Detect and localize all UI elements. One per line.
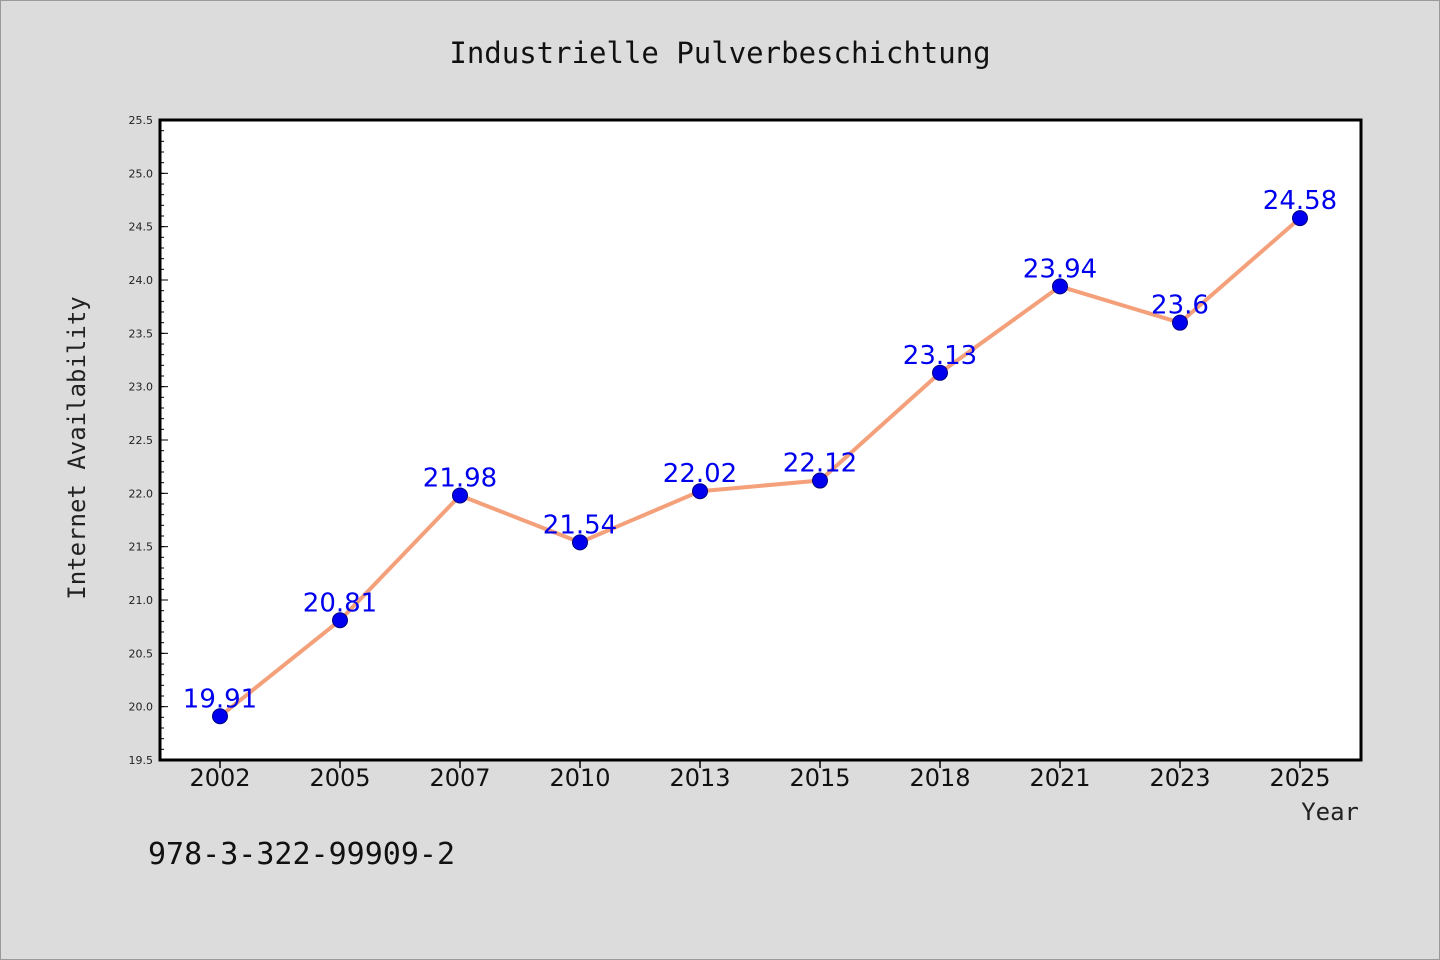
data-label: 22.12: [783, 449, 857, 479]
data-label: 23.94: [1023, 254, 1097, 284]
series-line: [218, 216, 1302, 718]
chart-title: Industrielle Pulverbeschichtung: [449, 36, 990, 70]
series-layer: [212, 210, 1308, 725]
x-tick-label: 2010: [549, 764, 610, 792]
data-point: [332, 612, 348, 629]
y-tick-label: 22.0: [129, 487, 154, 500]
data-labels: 19.91 20.81 21.98 21.54 22.02 22.12 23.13 23.94…: [183, 186, 1337, 714]
x-axis-label: Year: [1301, 798, 1359, 826]
x-tick-label: 2013: [669, 764, 730, 792]
y-tick-label: 20.0: [129, 701, 154, 714]
footer-isbn: 978-3-322-99909-2: [148, 837, 455, 872]
y-tick-label: 21.5: [129, 541, 154, 554]
y-tick-label: 23.0: [129, 381, 154, 394]
x-tick-label: 2023: [1149, 764, 1210, 792]
y-tick-label: 24.5: [129, 221, 154, 234]
data-point: [812, 472, 828, 489]
x-tick-label: 2002: [189, 764, 250, 792]
data-label: 23.6: [1151, 291, 1209, 321]
data-point: [1172, 314, 1188, 331]
y-axis-label: Internet Availability: [63, 296, 91, 599]
data-point: [212, 708, 228, 725]
x-tick-label: 2007: [429, 764, 490, 792]
x-tick-label: 2021: [1029, 764, 1090, 792]
y-tick-label: 19.5: [129, 754, 154, 767]
y-tick-label: 25.0: [129, 167, 154, 180]
plot-area: [158, 118, 1363, 762]
y-tick-label: 20.5: [129, 647, 154, 660]
y-axis-ticks: 19.5 20.0 20.5 21.0 21.5 22.0 22.5 23.0 23.5 24.0…: [129, 114, 168, 767]
data-point: [1052, 278, 1068, 295]
y-tick-label: 23.5: [129, 327, 154, 340]
data-point: [932, 364, 948, 381]
data-label: 21.98: [423, 463, 497, 493]
data-point: [692, 483, 708, 500]
data-label: 22.02: [663, 459, 737, 489]
data-point: [1292, 210, 1308, 227]
data-label: 19.91: [183, 684, 257, 714]
data-point: [572, 534, 588, 551]
data-label: 20.81: [303, 588, 377, 618]
y-tick-label: 25.5: [129, 114, 154, 127]
y-tick-label: 24.0: [129, 274, 154, 287]
x-tick-label: 2025: [1269, 764, 1330, 792]
x-tick-label: 2015: [789, 764, 850, 792]
x-tick-label: 2018: [909, 764, 970, 792]
data-label: 24.58: [1263, 186, 1337, 216]
data-label: 21.54: [543, 510, 617, 540]
y-tick-label: 21.0: [129, 594, 154, 607]
y-tick-label: 22.5: [129, 434, 154, 447]
data-label: 23.13: [903, 341, 977, 371]
x-tick-label: 2005: [309, 764, 370, 792]
x-axis-ticks: 2002 2005 2007 2010 2013 2015 2018 2021 2023 2025: [189, 760, 1331, 792]
data-point: [452, 487, 468, 504]
